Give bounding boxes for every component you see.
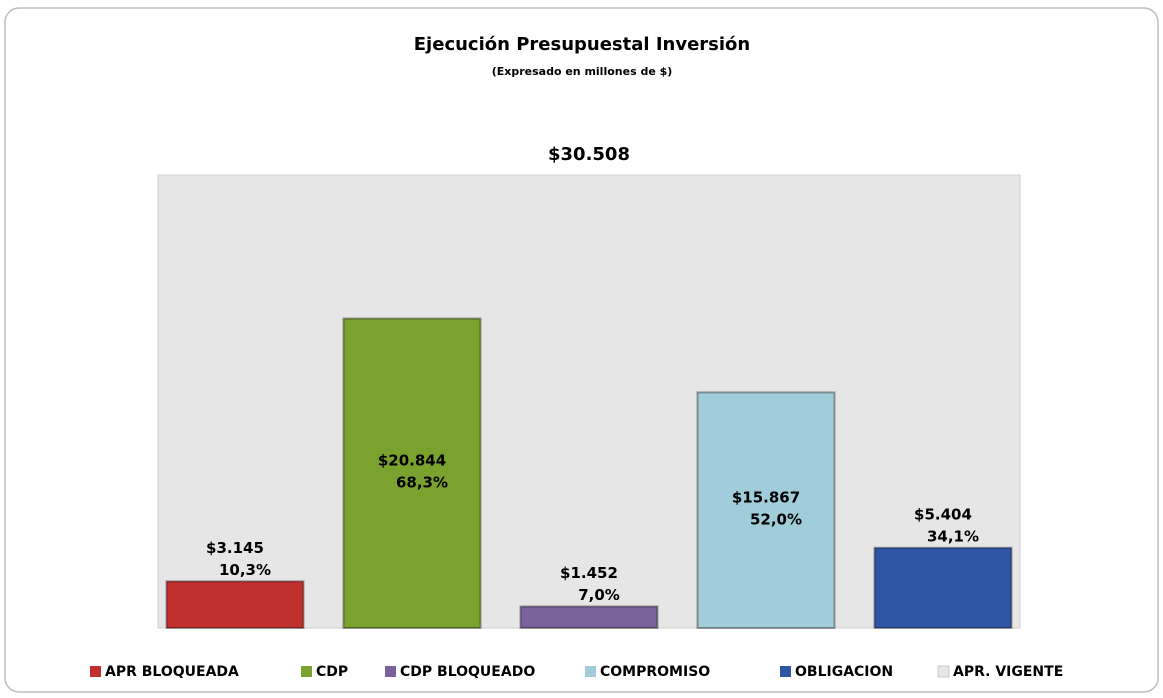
bar <box>519 605 659 629</box>
bar <box>873 546 1013 629</box>
percent-label: 7,0% <box>578 586 620 604</box>
legend-swatch <box>585 666 596 677</box>
percent-label: 52,0% <box>750 511 802 529</box>
percent-label: 10,3% <box>219 561 271 579</box>
legend-label: CDP <box>316 664 348 680</box>
legend-label: APR BLOQUEADA <box>105 664 239 680</box>
bar <box>342 317 482 629</box>
legend-swatch <box>385 666 396 677</box>
data-label: $30.508 <box>548 144 630 165</box>
legend-swatch <box>301 666 312 677</box>
legend-swatch <box>937 665 950 678</box>
data-label: $1.452 <box>560 564 618 582</box>
legend-swatch <box>780 666 791 677</box>
data-label: $5.404 <box>914 505 972 523</box>
chart-subtitle: (Expresado en millones de $) <box>492 65 673 78</box>
legend-label: APR. VIGENTE <box>953 664 1063 680</box>
legend-label: COMPROMISO <box>600 664 710 680</box>
data-label: $15.867 <box>732 489 800 507</box>
chart-title: Ejecución Presupuestal Inversión <box>414 34 750 55</box>
data-label: $20.844 <box>378 452 446 470</box>
bar <box>165 580 305 630</box>
data-label: $3.145 <box>206 539 264 557</box>
percent-label: 68,3% <box>396 474 448 492</box>
legend-swatch <box>90 666 101 677</box>
legend-label: CDP BLOQUEADO <box>400 664 535 680</box>
bar <box>696 391 836 629</box>
legend-label: OBLIGACION <box>795 664 893 680</box>
percent-label: 34,1% <box>927 527 979 545</box>
